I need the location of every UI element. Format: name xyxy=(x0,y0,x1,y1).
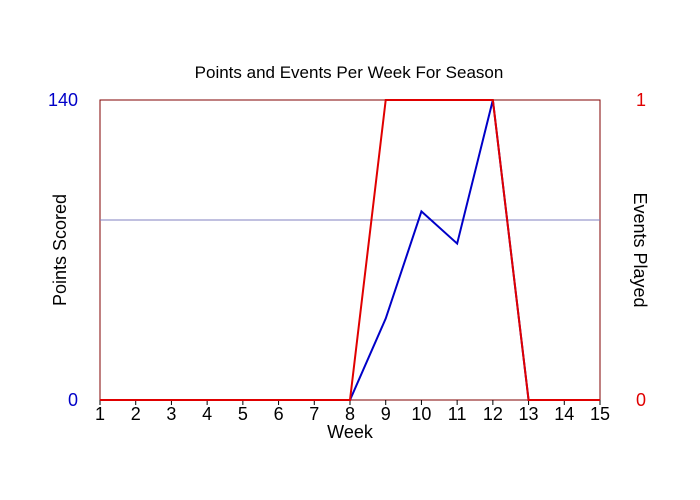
x-tick-label: 8 xyxy=(345,404,355,424)
y-right-tick-label: 1 xyxy=(636,90,646,110)
x-tick-label: 6 xyxy=(274,404,284,424)
y-left-tick-label: 140 xyxy=(48,90,78,110)
x-tick-label: 14 xyxy=(554,404,574,424)
y-axis-label-left: Points Scored xyxy=(50,194,70,306)
x-tick-label: 15 xyxy=(590,404,610,424)
x-tick-label: 4 xyxy=(202,404,212,424)
events-played-line xyxy=(100,99,600,401)
points-scored-line xyxy=(100,99,600,401)
y-left-tick-label: 0 xyxy=(68,390,78,410)
x-tick-label: 10 xyxy=(411,404,431,424)
x-tick-label: 13 xyxy=(519,404,539,424)
x-tick-label: 3 xyxy=(166,404,176,424)
x-axis-label: Week xyxy=(327,422,374,442)
x-tick-label: 2 xyxy=(131,404,141,424)
y-axis-label-right: Events Played xyxy=(630,192,650,307)
x-tick-label: 7 xyxy=(309,404,319,424)
y-right-tick-label: 0 xyxy=(636,390,646,410)
x-tick-label: 1 xyxy=(95,404,105,424)
x-tick-label: 9 xyxy=(381,404,391,424)
plot-frame xyxy=(99,99,601,401)
chart-title: Points and Events Per Week For Season xyxy=(195,63,504,82)
x-tick-label: 11 xyxy=(448,404,467,424)
x-tick-label: 12 xyxy=(483,404,503,424)
x-tick-label: 5 xyxy=(238,404,248,424)
